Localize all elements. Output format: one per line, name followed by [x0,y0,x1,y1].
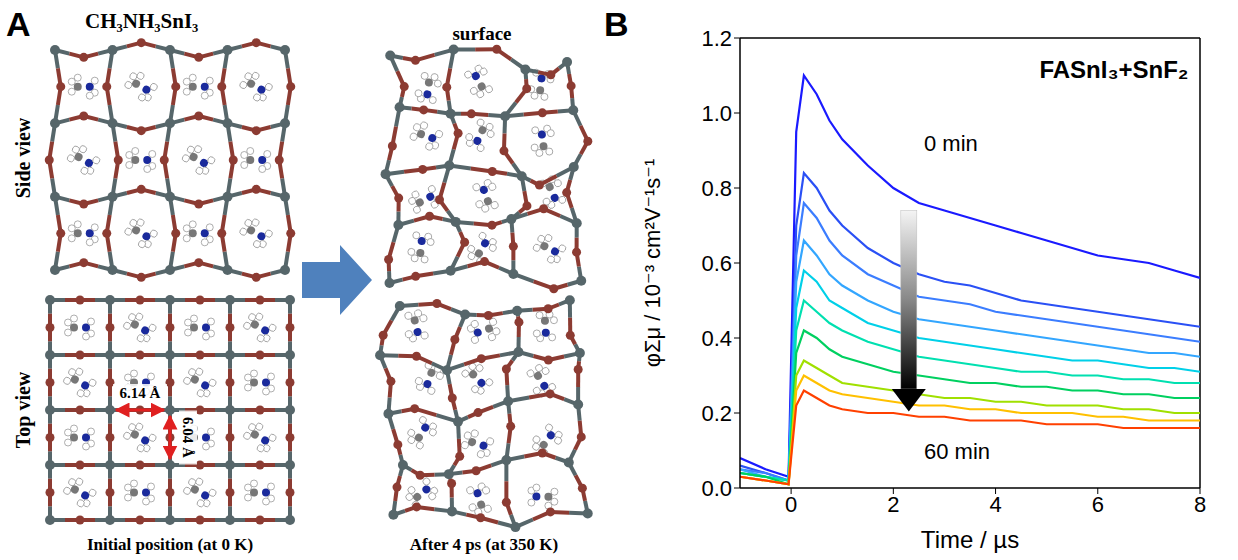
svg-text:1.0: 1.0 [701,101,732,126]
svg-text:0 min: 0 min [924,131,978,156]
svg-text:CH₃NH₃SnI₃: CH₃NH₃SnI₃ [85,9,198,33]
svg-text:Time / µs: Time / µs [921,526,1019,553]
svg-text:2: 2 [887,492,899,517]
svg-text:φΣμ / 10⁻³ cm²V⁻¹s⁻¹: φΣμ / 10⁻³ cm²V⁻¹s⁻¹ [640,159,665,368]
svg-text:0.8: 0.8 [701,176,732,201]
svg-text:6: 6 [1092,492,1104,517]
svg-text:8: 8 [1194,492,1206,517]
svg-text:A: A [6,5,31,43]
svg-text:4: 4 [989,492,1001,517]
svg-text:0.4: 0.4 [701,326,732,351]
svg-text:0: 0 [785,492,797,517]
svg-text:Initial position (at 0 K): Initial position (at 0 K) [87,535,253,554]
svg-text:0.2: 0.2 [701,401,732,426]
svg-text:B: B [604,5,629,43]
svg-text:0.0: 0.0 [701,476,732,501]
svg-text:0.6: 0.6 [701,251,732,276]
svg-text:FASnI₃+SnF₂: FASnI₃+SnF₂ [1039,56,1188,83]
svg-text:6.04 Å: 6.04 Å [180,417,196,458]
svg-text:60 min: 60 min [924,439,990,464]
svg-text:Side view: Side view [12,117,34,198]
svg-text:Top view: Top view [12,371,35,448]
svg-text:6.14 Å: 6.14 Å [120,385,161,401]
svg-text:After 4 ps (at 350 K): After 4 ps (at 350 K) [410,535,558,554]
svg-text:1.2: 1.2 [701,26,732,51]
svg-text:surface: surface [452,23,511,44]
